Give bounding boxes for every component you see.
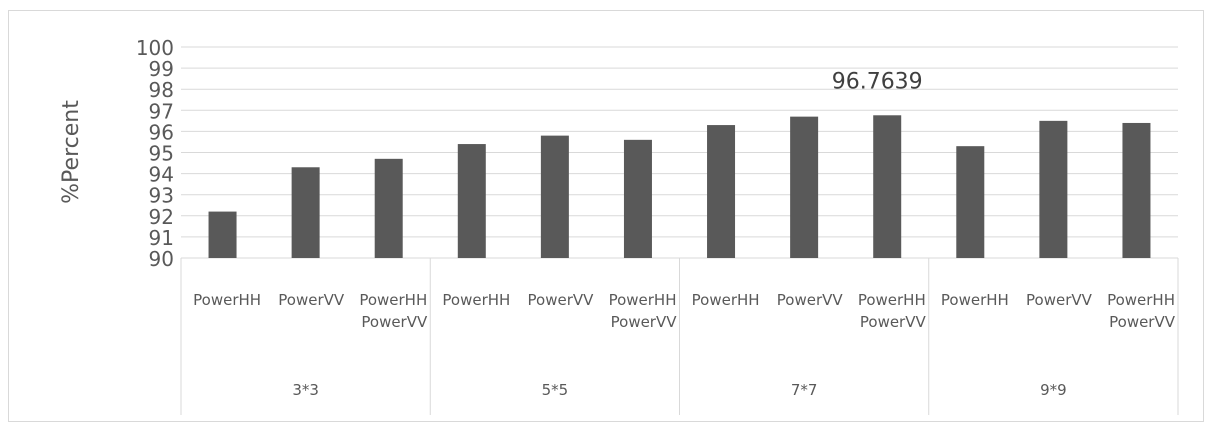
bar [956, 146, 985, 258]
x-subcategory-label: PowerHH [193, 291, 261, 309]
y-tick-label: 100 [136, 36, 174, 60]
bar [374, 158, 403, 258]
x-subcategory-label: PowerHH [858, 291, 926, 309]
bar [873, 115, 902, 258]
bar [707, 125, 736, 258]
y-tick-label: 90 [149, 247, 174, 271]
x-subcategory-label: PowerVV [361, 313, 428, 331]
x-group-label: 7*7 [791, 381, 818, 399]
y-tick-label: 91 [149, 226, 174, 250]
x-subcategory-label: PowerVV [278, 291, 345, 309]
x-subcategory-label: PowerHH [941, 291, 1009, 309]
x-group-label: 9*9 [1040, 381, 1067, 399]
gridlines [181, 46, 1178, 259]
bar [291, 167, 320, 258]
bar [457, 144, 486, 258]
x-subcategory-label: PowerVV [611, 313, 678, 331]
x-group-label: 5*5 [542, 381, 569, 399]
x-subcategory-label: PowerVV [777, 291, 844, 309]
x-subcategory-label: PowerHH [359, 291, 427, 309]
x-group-label: 3*3 [292, 381, 319, 399]
data-label-annotation: 96.7639 [832, 69, 923, 94]
y-tick-label: 94 [149, 163, 174, 187]
bar [1039, 120, 1068, 258]
y-axis-label: %Percent [59, 100, 84, 204]
bar [790, 116, 819, 258]
x-subcategory-label: PowerHH [692, 291, 760, 309]
bar [208, 211, 237, 258]
x-subcategory-label: PowerHH [609, 291, 677, 309]
x-subcategory-label: PowerHH [442, 291, 510, 309]
x-axis-categories: PowerHH PowerVV PowerHH PowerVV 3*3 PowerHH Po… [180, 258, 1179, 415]
y-tick-label: 93 [149, 184, 174, 208]
y-tick-label: 92 [149, 205, 174, 229]
y-tick-label: 96 [149, 120, 174, 144]
x-subcategory-label: PowerVV [860, 313, 927, 331]
x-subcategory-label: PowerVV [1109, 313, 1176, 331]
y-tick-label: 97 [149, 99, 174, 123]
y-tick-label: 95 [149, 142, 174, 166]
bars [208, 115, 1151, 259]
x-subcategory-label: PowerVV [528, 291, 595, 309]
bar [623, 139, 652, 258]
y-tick-label: 99 [149, 57, 174, 81]
bar [540, 135, 569, 258]
bar [1122, 122, 1151, 259]
x-subcategory-label: PowerVV [1026, 291, 1093, 309]
x-subcategory-label: PowerHH [1107, 291, 1175, 309]
y-tick-label: 98 [149, 78, 174, 102]
